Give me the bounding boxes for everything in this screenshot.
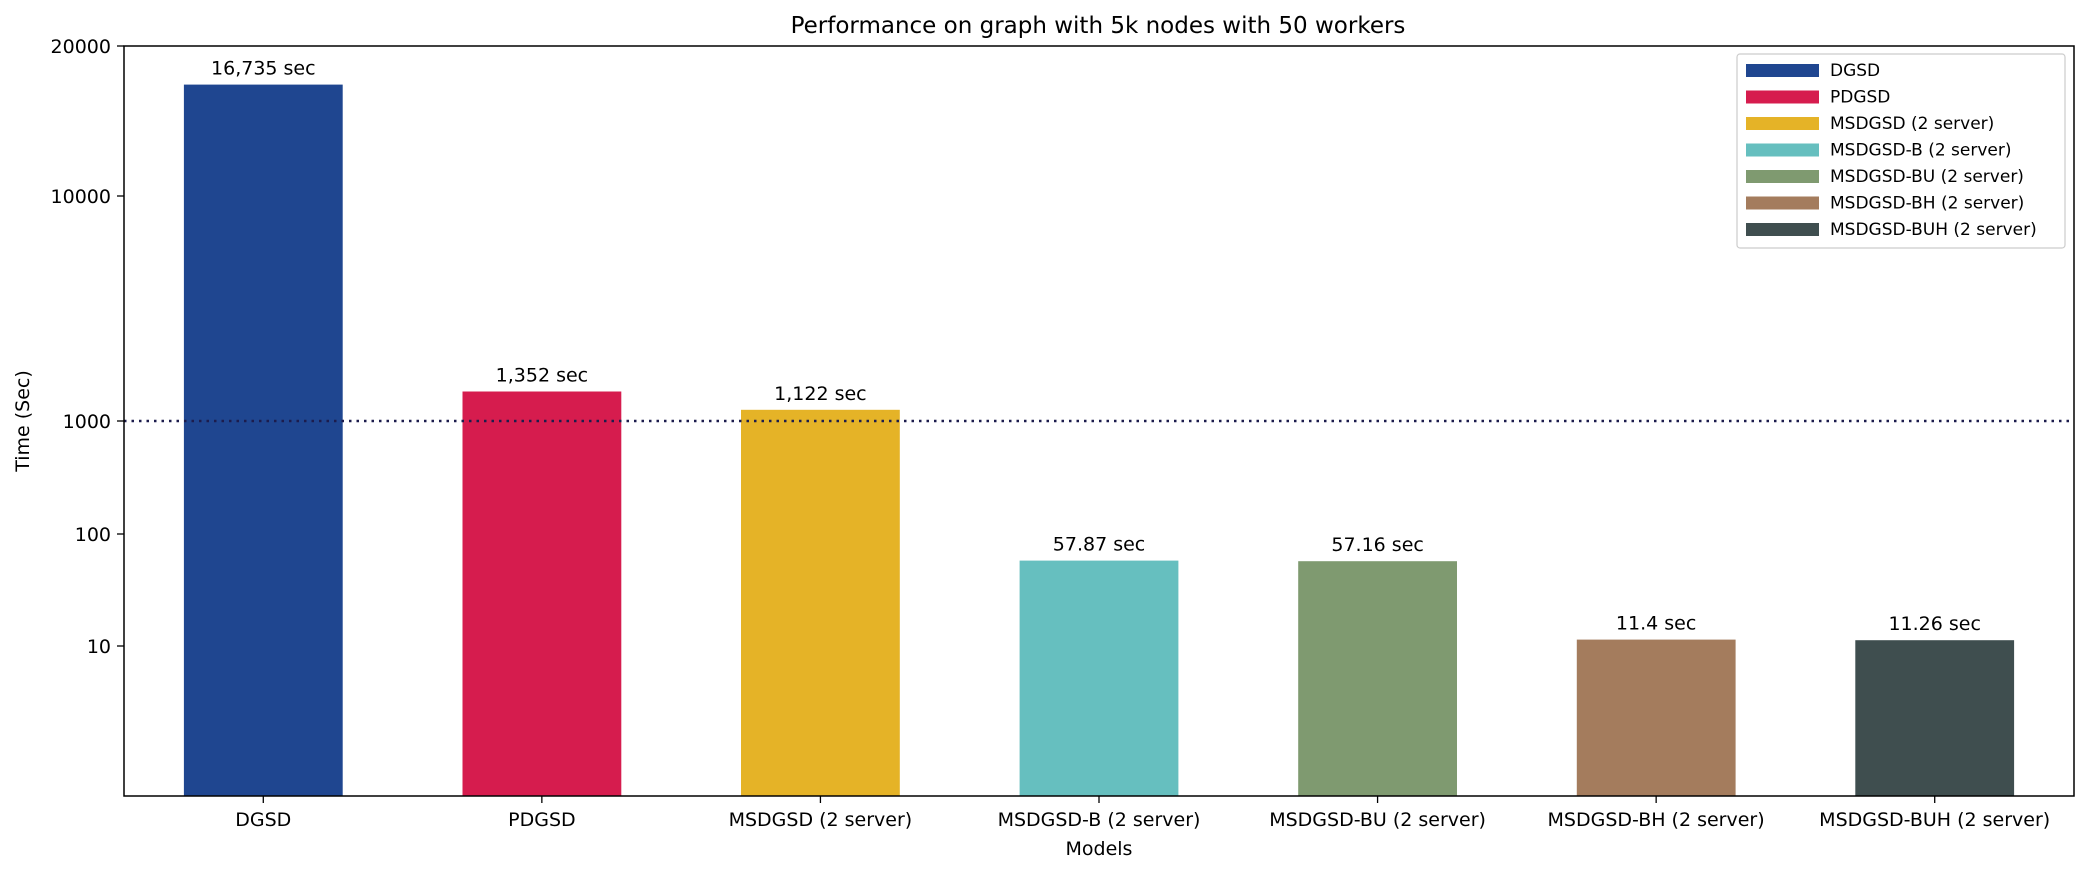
x-tick-label: MSDGSD (2 server) — [729, 809, 913, 831]
plot-area — [124, 84, 2074, 797]
data-labels: 16,735 sec 1,352 sec 1,122 sec 57.87 sec 57.… — [211, 58, 1981, 636]
x-tick-label: PDGSD — [508, 809, 576, 831]
legend-swatch-msdgsd-b-2-server — [1746, 143, 1819, 157]
data-label-msdgsd-b-2-server: 57.87 sec — [1053, 534, 1145, 556]
bar-msdgsd-2-server — [741, 409, 900, 796]
y-tick-label: 1000 — [63, 411, 111, 433]
legend-entry-dgsd: DGSD — [1830, 61, 1880, 81]
x-tick-label: MSDGSD-BUH (2 server) — [1819, 809, 2050, 831]
legend-swatch-msdgsd-buh-2-server — [1746, 223, 1819, 236]
data-label-msdgsd-bu-2-server: 57.16 sec — [1331, 534, 1423, 556]
chart-title: Performance on graph with 5k nodes with … — [791, 13, 1406, 39]
data-label-dgsd: 16,735 sec — [211, 58, 316, 80]
legend: DGSD PDGSD MSDGSD (2 server) MSDGSD-B (2 se… — [1736, 53, 2066, 249]
y-tick-label: 100 — [75, 524, 111, 546]
legend-entry-msdgsd-b-2-server: MSDGSD-B (2 server) — [1830, 141, 2012, 161]
y-tick-label: 20000 — [51, 36, 111, 58]
legend-entry-msdgsd-bu-2-server: MSDGSD-BU (2 server) — [1830, 167, 2024, 187]
x-axis-label: Models — [1066, 838, 1133, 860]
x-tick-label: MSDGSD-B (2 server) — [998, 809, 1201, 831]
x-tick-label: MSDGSD-BU (2 server) — [1269, 809, 1486, 831]
data-label-pdgsd: 1,352 sec — [496, 365, 588, 387]
legend-entry-msdgsd-bh-2-server: MSDGSD-BH (2 server) — [1830, 194, 2024, 214]
y-tick-label: 10 — [87, 636, 111, 658]
bar-pdgsd — [462, 391, 622, 796]
data-label-msdgsd-buh-2-server: 11.26 sec — [1888, 613, 1980, 635]
data-label-msdgsd-bh-2-server: 11.4 sec — [1616, 613, 1696, 635]
legend-entry-pdgsd: PDGSD — [1830, 88, 1890, 108]
x-axis-ticks: DGSD PDGSD MSDGSD (2 server) MSDGSD-B (2 se… — [235, 796, 2050, 831]
y-axis-ticks: 10 100 1000 10000 20000 — [51, 36, 124, 658]
plot-frame — [123, 45, 2075, 797]
data-label-msdgsd-2-server: 1,122 sec — [774, 383, 866, 405]
x-tick-label: DGSD — [235, 809, 291, 831]
legend-swatch-msdgsd-bh-2-server — [1746, 196, 1819, 210]
legend-entry-msdgsd-2-server: MSDGSD (2 server) — [1830, 114, 1994, 134]
legend-swatch-pdgsd — [1746, 90, 1819, 104]
legend-swatch-msdgsd-2-server — [1746, 117, 1819, 130]
y-axis-label: Time (Sec) — [12, 370, 34, 473]
bar-msdgsd-bh-2-server — [1576, 639, 1736, 796]
bar-dgsd — [183, 84, 343, 797]
legend-swatch-dgsd — [1746, 64, 1819, 77]
bar-msdgsd-bu-2-server — [1298, 561, 1457, 796]
legend-entry-msdgsd-buh-2-server: MSDGSD-BUH (2 server) — [1830, 220, 2037, 240]
y-tick-label: 10000 — [51, 186, 111, 208]
bar-msdgsd-buh-2-server — [1855, 640, 2015, 796]
legend-swatch-msdgsd-bu-2-server — [1746, 170, 1819, 183]
bar-msdgsd-b-2-server — [1019, 560, 1179, 796]
x-tick-label: MSDGSD-BH (2 server) — [1548, 809, 1765, 831]
